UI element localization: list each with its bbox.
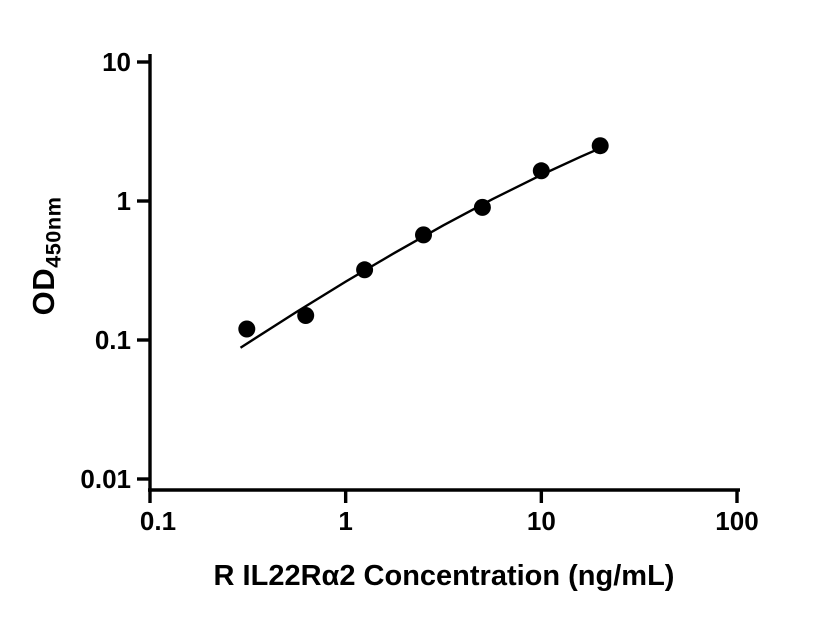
data-point: [297, 307, 315, 324]
y-tick-label: 1: [117, 186, 131, 216]
y-tick-label: 10: [102, 47, 131, 77]
data-point: [356, 261, 374, 279]
data-point: [473, 198, 491, 216]
y-axis-label: OD450nm: [26, 197, 67, 316]
y-axis-label-main: OD: [25, 267, 61, 316]
y-tick-label: 0.01: [80, 464, 131, 494]
x-tick-label: 10: [527, 506, 556, 536]
x-tick-label: 0.1: [140, 506, 176, 536]
x-axis-label: R IL22Rα2 Concentration (ng/mL): [213, 560, 675, 592]
data-point: [532, 162, 550, 180]
fit-curve: [239, 147, 601, 349]
data-point: [238, 320, 256, 338]
data-point: [415, 226, 432, 244]
x-tick-label: 100: [715, 506, 758, 536]
y-tick-label: 0.1: [95, 325, 131, 355]
y-axis-label-subscript: 450nm: [40, 196, 66, 268]
x-tick-label: 1: [338, 506, 352, 536]
data-point: [591, 137, 609, 155]
